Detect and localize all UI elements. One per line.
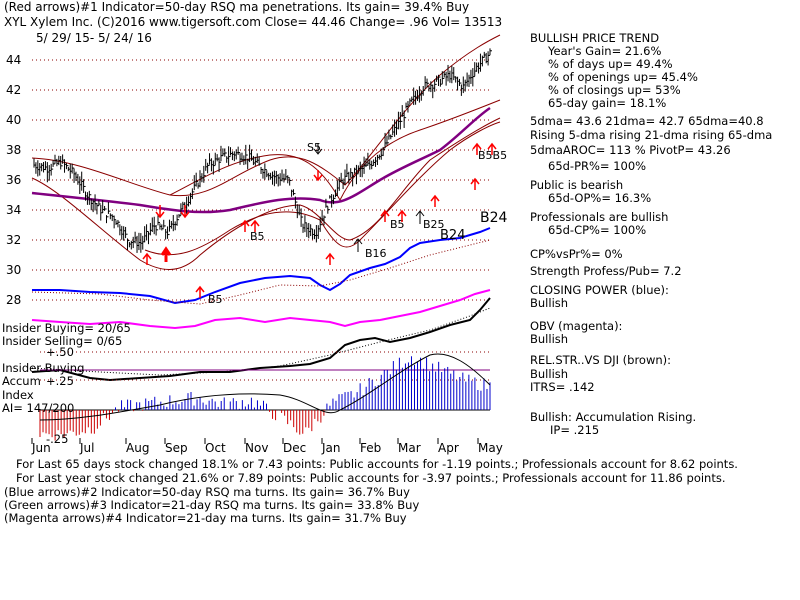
accumulation-histogram	[39, 356, 491, 441]
ai-label: AI= 147/200	[2, 401, 75, 415]
y-tick-label: 40	[6, 113, 21, 127]
footer-blue-arrows: (Blue arrows)#2 Indicator=50-day RSQ ma …	[4, 485, 410, 499]
cpvspr-text: CP%vsPr%= 0%	[530, 247, 623, 261]
obv-value: Bullish	[530, 332, 569, 346]
x-tick-label: Sep	[165, 441, 188, 455]
insider-buying-label-2: Insider Buying	[2, 361, 85, 375]
relstr-line	[31, 297, 491, 382]
accum-ma	[39, 353, 491, 421]
itrs-text: ITRS= .142	[530, 380, 595, 394]
red-arrows	[142, 142, 497, 298]
price-bars	[33, 48, 492, 253]
footer-last-year: For Last year stock changed 21.6% or 7.8…	[16, 471, 726, 485]
x-tick-label: Mar	[398, 441, 421, 455]
days-up: % of days up= 49.4%	[548, 57, 673, 71]
x-axis-ticks: Jun Jul Aug Sep Oct Nov Dec Jan Feb Mar Apr May	[31, 438, 503, 455]
signal-b5b5: B5B5	[478, 149, 507, 162]
y-tick-label: 42	[6, 83, 21, 97]
closing-power-text: CLOSING POWER (blue):	[530, 283, 669, 297]
signal-b5-a: B5	[250, 230, 265, 243]
accum-label: Accum	[2, 374, 41, 388]
y-tick-label: 34	[6, 203, 21, 217]
insider-selling-label: Insider Selling= 0/65	[2, 334, 123, 348]
chart-gridlines	[32, 59, 492, 301]
index-label: Index	[2, 388, 34, 402]
closing-power-ma	[31, 239, 491, 305]
x-tick-label: Nov	[245, 441, 268, 455]
openings-up: % of openings up= 45.4%	[548, 70, 698, 84]
y-tick-label: 32	[6, 233, 21, 247]
strength-text: Strength Profess/Pub= 7.2	[530, 264, 682, 278]
insider-buying-label: Insider Buying= 20/65	[2, 321, 131, 335]
rising-text: Rising 5-dma rising 21-dma rising 65-dma	[530, 128, 773, 142]
dma-values: 5dma= 43.6 21dma= 42.7 65dma=40.8	[530, 114, 764, 128]
signal-b5-c: B5	[390, 218, 405, 231]
gain65: 65-day gain= 18.1%	[548, 96, 667, 110]
y-tick-label: 30	[6, 263, 21, 277]
x-tick-label: Dec	[283, 441, 306, 455]
x-tick-label: Aug	[126, 441, 149, 455]
y-tick-label: 36	[6, 173, 21, 187]
x-tick-label: Jul	[79, 441, 94, 455]
lower-band	[31, 117, 501, 270]
x-tick-label: Feb	[360, 441, 381, 455]
public-text: Public is bearish	[530, 178, 624, 192]
trend-title: BULLISH PRICE TREND	[530, 31, 660, 45]
signal-b25: B25	[423, 218, 445, 231]
indicator-title: (Red arrows)#1 Indicator=50-day RSQ ma p…	[4, 0, 470, 14]
signal-b24-b: B24	[480, 210, 508, 226]
black-arrows	[313, 143, 425, 252]
y-tick-label: 38	[6, 143, 21, 157]
closing-power-line	[32, 227, 491, 305]
relstr-value: Bullish	[530, 367, 569, 381]
aroc-text: 5dmaAROC= 113 % PivotP= 43.26	[530, 143, 731, 157]
y-tick-label: 28	[6, 293, 21, 307]
footer-65-days: For Last 65 days stock changed 18.1% or …	[16, 457, 738, 471]
footer-magenta-arrows: (Magenta arrows)#4 Indicator=21-day ma t…	[4, 511, 407, 525]
lower-short-band	[144, 121, 501, 256]
minus25-label: -.25	[46, 432, 69, 446]
y-axis-ticks: 44 42 40 38 36 34 32 30 28	[6, 53, 21, 307]
professionals-text: Professionals are bullish	[530, 210, 669, 224]
ma65-line	[31, 106, 491, 214]
upper-band	[31, 34, 501, 197]
x-tick-label: Jun	[31, 441, 51, 455]
plus25-label: +.25	[46, 374, 74, 388]
op-text: 65d-OP%= 16.3%	[548, 191, 652, 205]
signal-s5: S5	[307, 141, 321, 154]
years-gain: Year's Gain= 21.6%	[548, 44, 662, 58]
signal-b16: B16	[365, 247, 387, 260]
ticker-line: XYL Xylem Inc. (C)2016 www.tigersoft.com…	[4, 15, 503, 29]
x-tick-label: Oct	[205, 441, 226, 455]
obv-line	[31, 289, 491, 330]
signal-b5-b: B5	[208, 293, 223, 306]
short-band	[169, 99, 501, 202]
x-tick-label: Jan	[321, 441, 341, 455]
footer-green-arrows: (Green arrows)#3 Indicator=21-day RSQ ma…	[4, 498, 420, 512]
pr-text: 65d-PR%= 100%	[548, 159, 647, 173]
relstr-text: REL.STR..VS DJI (brown):	[530, 353, 672, 367]
y-tick-label: 44	[6, 53, 21, 67]
closings-up: % of closings up= 53%	[548, 83, 681, 97]
x-tick-label: Apr	[438, 441, 459, 455]
obv-text: OBV (magenta):	[530, 319, 623, 333]
x-tick-label: May	[478, 441, 503, 455]
closing-power-value: Bullish	[530, 296, 569, 310]
date-range: 5/ 29/ 15- 5/ 24/ 16	[36, 31, 152, 45]
ip-text: IP= .215	[550, 423, 600, 437]
cp-text: 65d-CP%= 100%	[548, 223, 647, 237]
accum-rising-text: Bullish: Accumulation Rising.	[530, 410, 697, 424]
plus50-label: +.50	[46, 345, 74, 359]
signal-b24-a: B24	[440, 228, 465, 243]
